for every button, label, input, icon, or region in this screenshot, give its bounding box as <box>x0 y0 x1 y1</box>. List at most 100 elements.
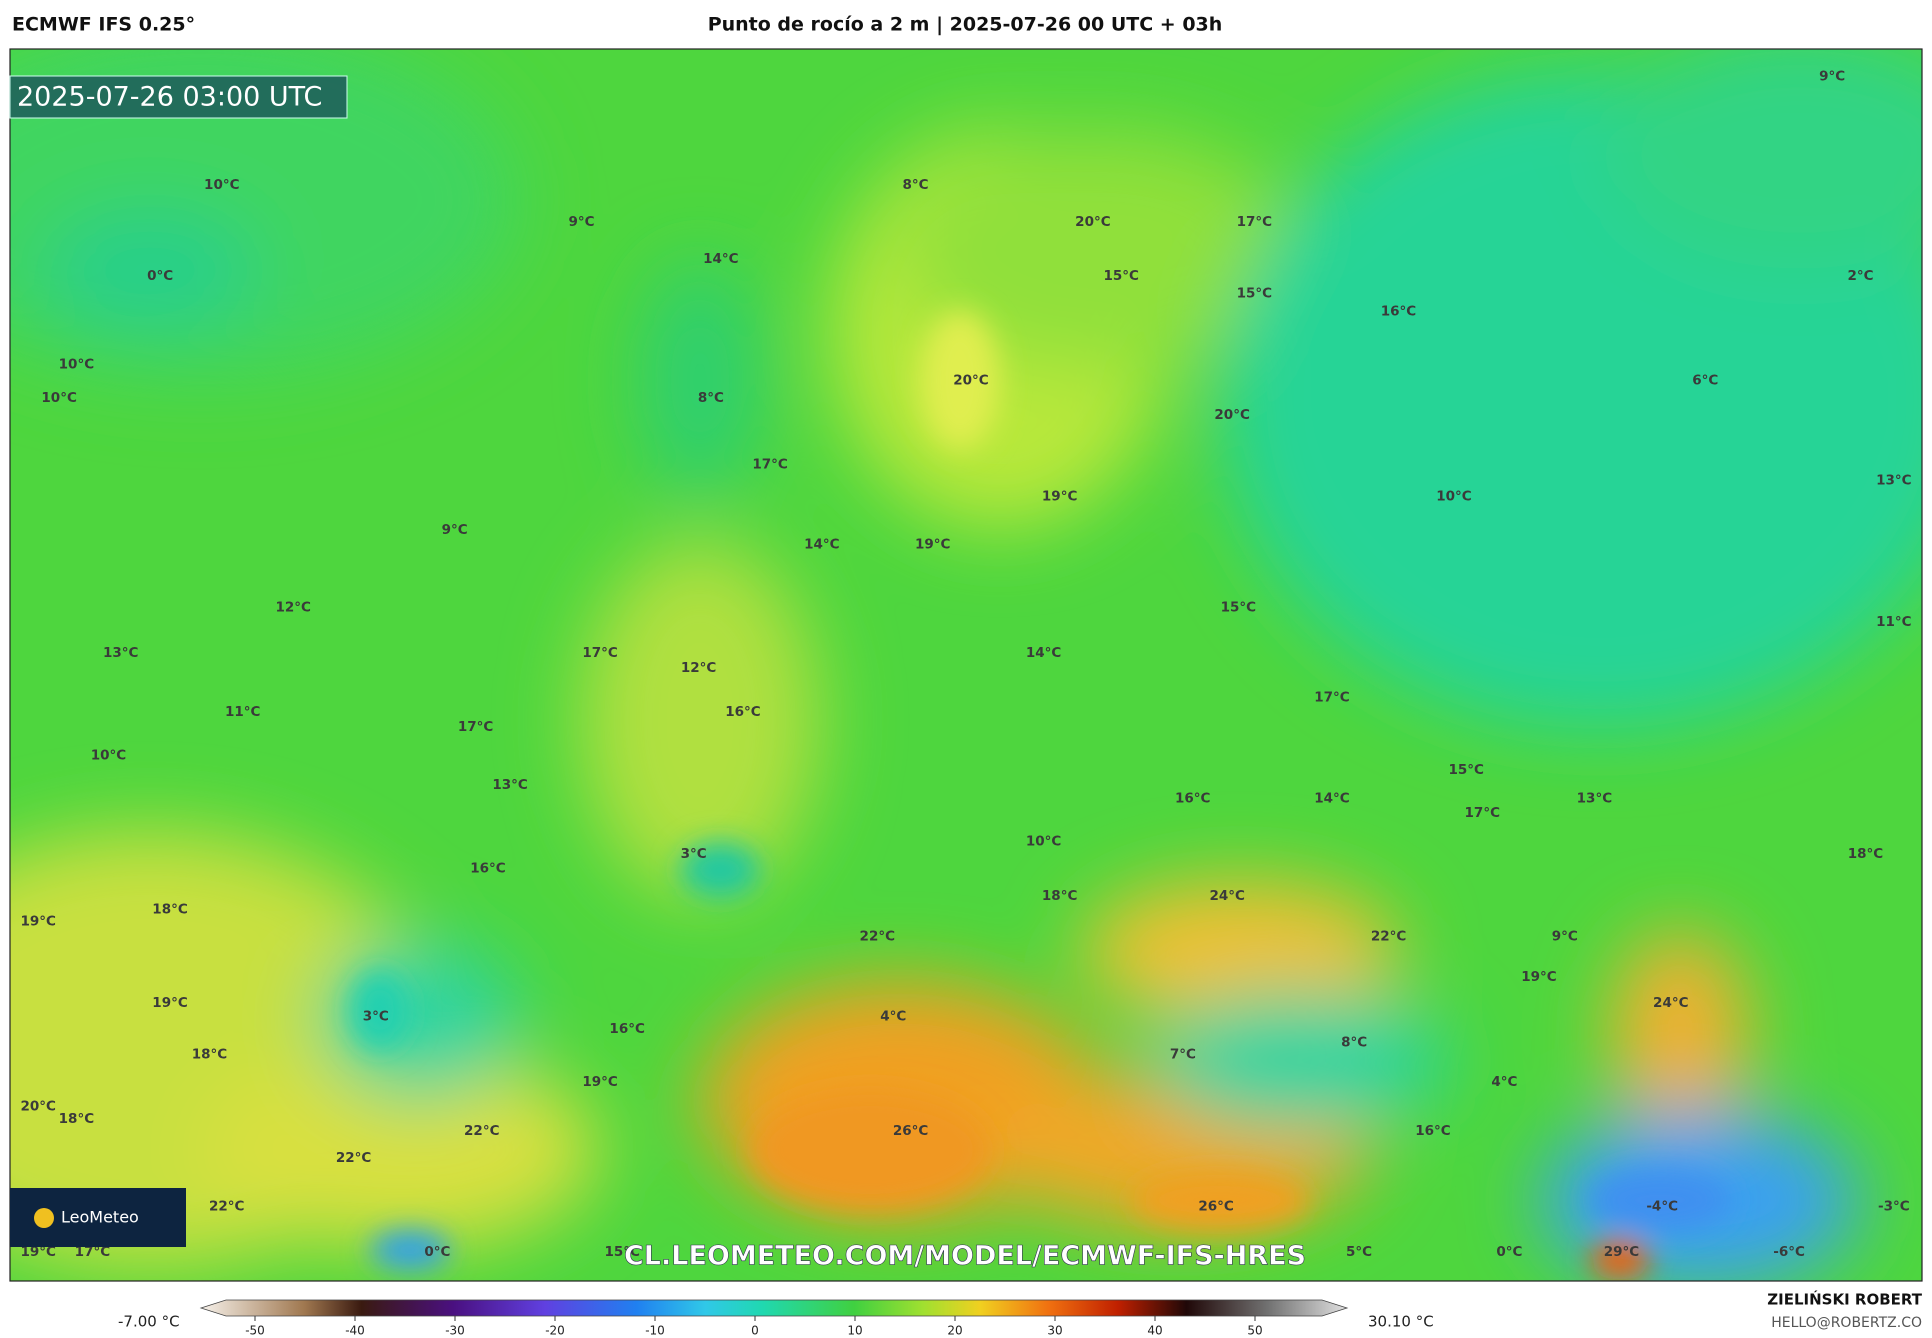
temperature-label: 24°C <box>1653 995 1689 1011</box>
temperature-label: 18°C <box>152 901 188 917</box>
temperature-label: 16°C <box>470 861 506 877</box>
colorbar-tick-label: -30 <box>445 1324 465 1338</box>
temperature-label: 26°C <box>1198 1198 1234 1214</box>
temperature-label: 9°C <box>1552 928 1578 944</box>
temperature-label: 8°C <box>698 390 724 406</box>
min-label: -7.00 °C <box>118 1313 180 1331</box>
temperature-label: 14°C <box>1026 645 1062 661</box>
temperature-label: 22°C <box>209 1198 245 1214</box>
temperature-label: 9°C <box>1819 68 1845 84</box>
temperature-label: 14°C <box>804 537 840 553</box>
temperature-label: 18°C <box>59 1111 95 1127</box>
colorbar-tick-label: -40 <box>345 1324 365 1338</box>
max-label: 30.10 °C <box>1368 1313 1434 1331</box>
temperature-label: 9°C <box>442 522 468 538</box>
colorbar-tick-label: 50 <box>1247 1324 1262 1338</box>
map-frame <box>9 48 1923 1282</box>
temperature-label: 24°C <box>1209 888 1245 904</box>
logo-sun <box>34 1208 54 1228</box>
temperature-label: 16°C <box>609 1021 645 1037</box>
temperature-label: 10°C <box>91 747 127 763</box>
temperature-label: 12°C <box>276 599 312 615</box>
temperature-label: 8°C <box>902 177 928 193</box>
colorbar-tick-label: 0 <box>751 1324 759 1338</box>
temperature-label: 26°C <box>893 1123 929 1139</box>
temperature-label: 15°C <box>1221 599 1257 615</box>
temperature-label: 0°C <box>147 268 173 284</box>
temperature-label: 19°C <box>152 995 188 1011</box>
temperature-label: 29°C <box>1604 1244 1640 1260</box>
model-name: ECMWF IFS 0.25° <box>12 14 195 36</box>
temperature-label: 7°C <box>1170 1047 1196 1063</box>
temperature-label: 17°C <box>1237 214 1273 230</box>
temperature-label: 2°C <box>1848 268 1874 284</box>
timestamp: 2025-07-26 03:00 UTC <box>17 82 322 113</box>
temperature-label: 16°C <box>1175 790 1211 806</box>
temperature-label: 19°C <box>1521 969 1557 985</box>
temperature-label: 15°C <box>1237 285 1273 301</box>
colorbar-tick-label: 20 <box>947 1324 962 1338</box>
temperature-label: 5°C <box>1346 1244 1372 1260</box>
temperature-label: 13°C <box>492 777 528 793</box>
temperature-label: 8°C <box>1341 1034 1367 1050</box>
temperature-label: 13°C <box>1876 473 1912 489</box>
author-name: ZIELIŃSKI ROBERT <box>1767 1290 1922 1309</box>
temperature-label: 10°C <box>1026 834 1062 850</box>
temperature-label: 19°C <box>1042 489 1078 505</box>
temperature-label: 17°C <box>752 457 788 473</box>
temperature-label: 19°C <box>20 914 56 930</box>
temperature-label: -6°C <box>1773 1244 1805 1260</box>
map-title: Punto de rocío a 2 m | 2025-07-26 00 UTC… <box>708 14 1223 36</box>
temperature-label: 3°C <box>681 846 707 862</box>
temperature-label: 10°C <box>41 390 77 406</box>
watermark: CL.LEOMETEO.COM/MODEL/ECMWF-IFS-HRES <box>624 1241 1306 1272</box>
temperature-label: 22°C <box>336 1150 372 1166</box>
temperature-label: 17°C <box>1465 805 1501 821</box>
colorbar-tick-label: 10 <box>847 1324 862 1338</box>
logo-text: LeoMeteo <box>61 1208 139 1227</box>
temperature-label: 17°C <box>458 719 494 735</box>
temperature-label: 18°C <box>192 1047 228 1063</box>
temperature-label: 18°C <box>1848 846 1884 862</box>
temperature-label: 4°C <box>880 1009 906 1025</box>
temperature-label: 10°C <box>59 357 95 373</box>
temperature-label: 16°C <box>725 704 761 720</box>
temperature-label: 11°C <box>1876 614 1912 630</box>
temperature-label: 17°C <box>75 1244 111 1260</box>
temperature-label: -4°C <box>1646 1198 1678 1214</box>
temperature-label: 13°C <box>1577 790 1613 806</box>
temperature-label: 14°C <box>703 251 739 267</box>
temperature-label: 19°C <box>915 537 951 553</box>
temperature-label: 12°C <box>681 660 717 676</box>
author-email: HELLO@ROBERTZ.CO <box>1771 1315 1922 1331</box>
timestamp-box <box>9 75 348 119</box>
temperature-label: 0°C <box>1496 1244 1522 1260</box>
temperature-label: 22°C <box>464 1123 500 1139</box>
temperature-label: 17°C <box>582 645 618 661</box>
colorbar-tick-label: 40 <box>1147 1324 1162 1338</box>
temperature-label: 22°C <box>1371 928 1407 944</box>
colorbar-tick-label: 30 <box>1047 1324 1062 1338</box>
temperature-label: 18°C <box>1042 888 1078 904</box>
temperature-label: 10°C <box>1436 489 1472 505</box>
map-field: 10°C 9°C 8°C 0°C 14°C 20°C 17°C 15°C 15°C 16°C 9°C… <box>10 49 1922 1281</box>
temperature-label: 4°C <box>1491 1074 1517 1090</box>
temperature-label: 20°C <box>20 1098 56 1114</box>
temperature-label: 15°C <box>1104 268 1140 284</box>
temperature-label: 16°C <box>1381 304 1417 320</box>
temperature-label: 3°C <box>363 1009 389 1025</box>
temperature-label: 19°C <box>582 1074 618 1090</box>
colorbar-tick-label: -50 <box>245 1324 265 1338</box>
temperature-label: 16°C <box>1415 1123 1451 1139</box>
temperature-label: 9°C <box>569 214 595 230</box>
temperature-label: 17°C <box>1314 689 1350 705</box>
temperature-label: 19°C <box>20 1244 56 1260</box>
temperature-label: 20°C <box>953 373 989 389</box>
colorbar-tick-label: -20 <box>545 1324 565 1338</box>
temperature-label: 15°C <box>1449 762 1485 778</box>
temperature-label: 20°C <box>1214 407 1250 423</box>
temperature-label: 0°C <box>424 1244 450 1260</box>
temperature-label: 20°C <box>1075 214 1111 230</box>
